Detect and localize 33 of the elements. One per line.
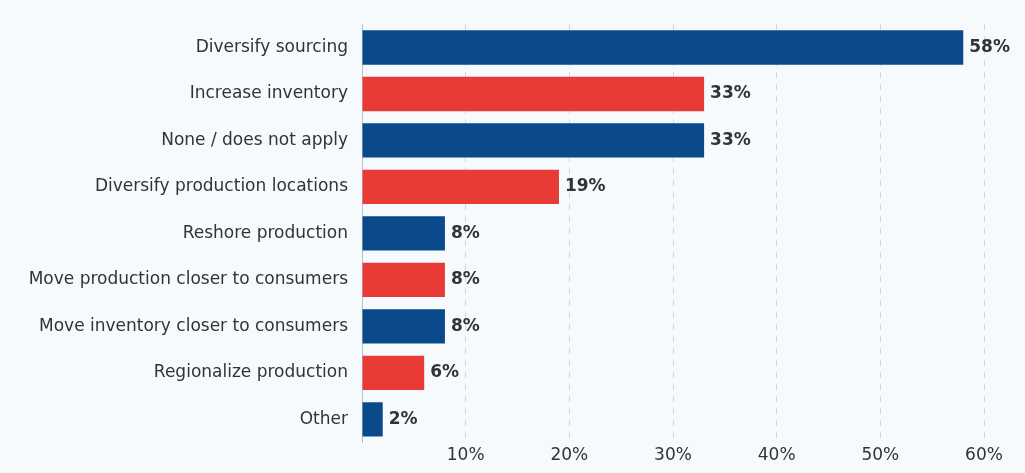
bar bbox=[362, 355, 425, 391]
data-label: 8% bbox=[450, 221, 480, 242]
data-label: 6% bbox=[430, 361, 460, 382]
x-tick-label: 10% bbox=[446, 444, 485, 465]
bar bbox=[362, 216, 445, 251]
x-tick-label: 60% bbox=[965, 444, 1003, 465]
y-tick-label: Increase inventory bbox=[189, 82, 348, 103]
bar bbox=[362, 76, 705, 112]
bar bbox=[362, 30, 964, 65]
y-tick-label: Move production closer to consumers bbox=[28, 268, 349, 289]
y-tick-label: Diversify sourcing bbox=[195, 35, 348, 56]
y-tick-label: None / does not apply bbox=[161, 128, 348, 149]
bar bbox=[362, 309, 445, 344]
x-tick-label: 30% bbox=[654, 444, 692, 465]
y-tick-label: Diversify production locations bbox=[94, 175, 349, 196]
y-tick-label: Reshore production bbox=[182, 221, 348, 242]
data-label: 2% bbox=[388, 407, 418, 428]
data-label: 19% bbox=[564, 175, 606, 196]
x-tick-label: 40% bbox=[757, 444, 796, 465]
bar bbox=[362, 262, 445, 298]
data-label: 8% bbox=[450, 268, 480, 289]
y-tick-label: Other bbox=[299, 407, 348, 428]
bar bbox=[362, 169, 559, 205]
data-label: 58% bbox=[969, 35, 1010, 56]
bar bbox=[362, 123, 705, 158]
data-label: 33% bbox=[710, 82, 751, 103]
x-tick-label: 20% bbox=[550, 444, 589, 465]
data-label: 33% bbox=[710, 128, 751, 149]
bar bbox=[362, 402, 383, 437]
x-tick-label: 50% bbox=[861, 444, 900, 465]
y-tick-label: Regionalize production bbox=[153, 361, 348, 382]
y-tick-label: Move inventory closer to consumers bbox=[39, 314, 349, 335]
data-label: 8% bbox=[450, 314, 480, 335]
